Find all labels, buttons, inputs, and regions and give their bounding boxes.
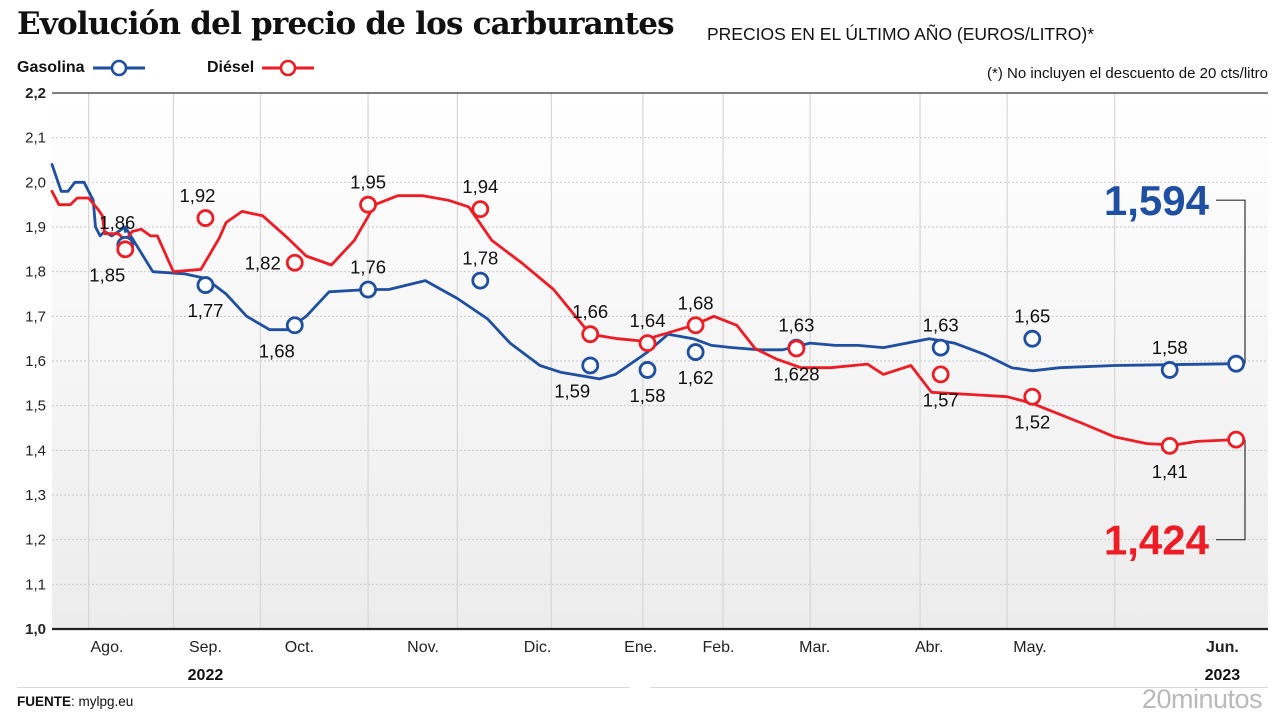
data-label: 1,78 (462, 248, 498, 269)
data-point-marker (359, 280, 377, 299)
data-point-marker (116, 240, 135, 259)
data-label: 1,85 (89, 264, 125, 285)
year-label: 2022 (188, 667, 224, 684)
year-label: 2023 (1205, 667, 1241, 684)
data-label: 1,95 (350, 172, 386, 193)
y-tick-label: 1,2 (25, 532, 46, 549)
y-tick-label: 1,0 (25, 621, 46, 638)
legend-item-gasolina: Gasolina (17, 58, 147, 78)
x-tick-label: Feb. (702, 639, 734, 656)
y-tick-label: 1,5 (25, 398, 46, 415)
data-point-marker (196, 276, 215, 294)
data-point-marker (931, 365, 950, 384)
data-label: 1,58 (1152, 337, 1188, 358)
data-label: 1,63 (778, 315, 814, 336)
data-label: 1,82 (245, 253, 281, 274)
footer-divider-right (650, 687, 1268, 688)
data-label: 1,65 (1014, 306, 1050, 327)
series-line-gasolina (50, 163, 1238, 381)
discount-note: (*) No incluyen el descuento de 20 cts/l… (987, 65, 1268, 82)
data-point-marker (471, 271, 490, 290)
footer-divider-left (17, 687, 630, 688)
legend-label-gasolina: Gasolina (17, 59, 85, 76)
data-point-marker (787, 339, 806, 358)
x-tick-label: Nov. (407, 639, 439, 656)
x-tick-label: Abr. (915, 639, 943, 656)
data-point-marker (581, 356, 600, 375)
x-tick-label: May. (1013, 639, 1046, 656)
data-point-marker (931, 338, 950, 357)
data-point-marker (581, 325, 600, 344)
data-label: 1,62 (678, 367, 714, 388)
data-label: 1,58 (629, 385, 665, 406)
legend-marker-diesel-icon (262, 59, 315, 77)
callout-value: 1,424 (1104, 517, 1210, 564)
data-label: 1,52 (1014, 412, 1050, 433)
y-tick-label: 2,0 (25, 174, 46, 191)
data-point-marker (285, 316, 304, 335)
source-label: FUENTE (17, 694, 71, 709)
data-point-marker (638, 334, 657, 353)
data-label: 1,41 (1152, 461, 1188, 482)
legend-marker-gasolina-icon (92, 59, 145, 77)
x-tick-label: Oct. (285, 639, 314, 656)
data-label: 1,92 (179, 185, 215, 206)
callout-bracket (1216, 439, 1246, 541)
data-label: 1,68 (678, 292, 714, 313)
chart-subtitle: PRECIOS EN EL ÚLTIMO AÑO (EUROS/LITRO)* (707, 24, 1095, 44)
data-point-marker (1023, 387, 1042, 406)
y-tick-label: 1,8 (25, 264, 46, 281)
data-point-marker (1023, 329, 1042, 348)
data-label: 1,66 (572, 301, 608, 322)
data-point-marker (471, 200, 490, 219)
x-tick-label: Dic. (524, 639, 552, 656)
brand-logo: 20minutos (1141, 684, 1263, 714)
y-tick-label: 1,7 (25, 308, 46, 325)
data-label: 1,77 (187, 300, 223, 321)
y-tick-label: 2,1 (25, 130, 46, 147)
x-tick-label: Mar. (799, 639, 830, 656)
chart-title: Evolución del precio de los carburantes (17, 6, 675, 42)
y-tick-label: 1,6 (25, 353, 46, 370)
source-credit: FUENTE: mylpg.eu (17, 694, 133, 709)
legend-item-diesel: Diésel (207, 58, 316, 78)
callout-bracket (1216, 199, 1246, 364)
data-point-marker (638, 361, 657, 379)
x-tick-label: Sep. (189, 639, 222, 656)
data-point-marker (1227, 430, 1246, 449)
y-tick-label: 1,4 (25, 442, 46, 459)
legend-label-diesel: Diésel (207, 59, 255, 76)
y-tick-label: 2,2 (25, 85, 46, 102)
data-label: 1,76 (350, 257, 386, 278)
data-label: 1,628 (773, 363, 819, 384)
data-label: 1,64 (629, 310, 665, 331)
data-point-marker (196, 209, 215, 227)
x-tick-label: Jun. (1206, 639, 1239, 656)
data-point-marker (359, 195, 377, 214)
data-point-marker (1227, 354, 1246, 373)
data-label: 1,86 (99, 212, 135, 233)
data-point-marker (1160, 361, 1179, 379)
data-label: 1,68 (259, 340, 295, 361)
data-point-marker (686, 316, 705, 335)
data-point-marker (285, 253, 304, 272)
x-tick-label: Ago. (91, 639, 124, 656)
data-label: 1,63 (923, 315, 959, 336)
data-label: 1,94 (462, 176, 498, 197)
data-label: 1,57 (923, 389, 959, 410)
data-label: 1,59 (554, 380, 590, 401)
callout-value: 1,594 (1104, 177, 1210, 224)
y-tick-label: 1,3 (25, 487, 46, 504)
source-value: : mylpg.eu (71, 694, 134, 709)
data-point-marker (686, 343, 705, 361)
x-tick-label: Ene. (624, 639, 657, 656)
y-tick-label: 1,9 (25, 219, 46, 236)
data-point-marker (1160, 436, 1179, 455)
y-tick-label: 1,1 (25, 576, 46, 593)
